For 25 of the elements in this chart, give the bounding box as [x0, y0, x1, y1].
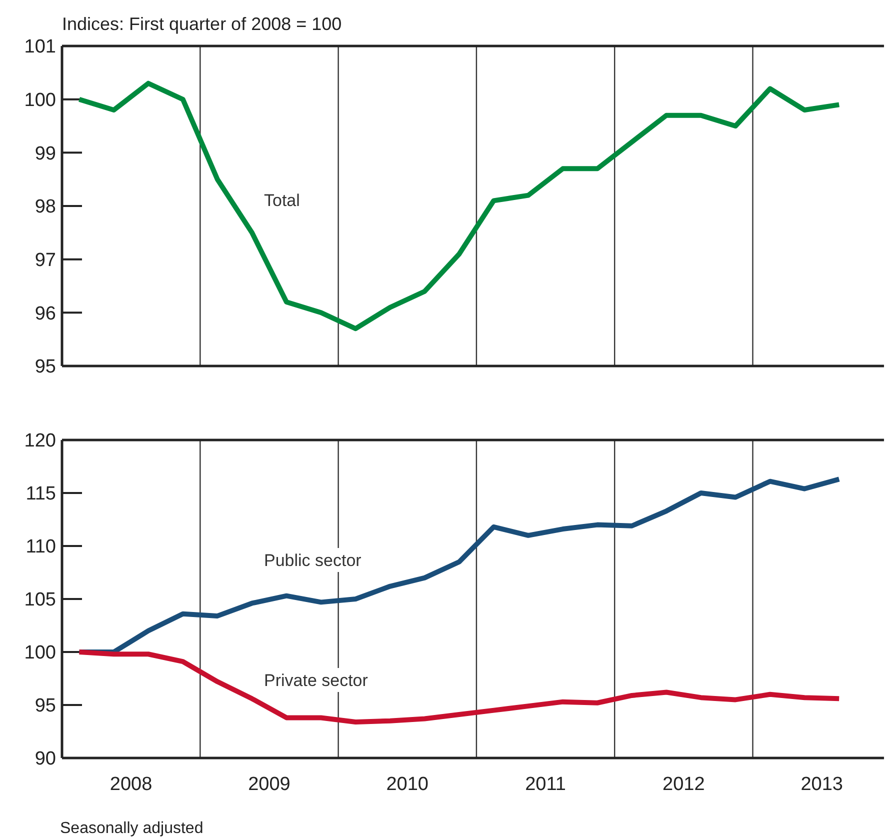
y-tick-label: 115 [26, 484, 56, 505]
x-tick-label: 2013 [800, 774, 843, 795]
y-tick-label: 110 [26, 536, 56, 558]
y-tick-label: 95 [34, 696, 56, 717]
text: Seasonally adjusted [60, 820, 204, 837]
x-tick-label: 2010 [386, 774, 429, 795]
y-tick-label: 105 [24, 590, 56, 611]
series-label: Public sector [264, 551, 362, 570]
y-tick-label: 90 [34, 748, 56, 770]
y-tick-label: 96 [34, 303, 56, 324]
y-tick-label: 100 [24, 642, 56, 664]
y-tick-label: 98 [34, 196, 56, 218]
x-tick-label: 2009 [248, 774, 290, 795]
y-tick-label: 95 [34, 356, 56, 378]
y-tick-label: 101 [24, 36, 56, 58]
series-label: Total [264, 191, 300, 210]
y-axis-title: Indices: First quarter of 2008 = 100 [62, 14, 342, 34]
y-tick-label: 100 [24, 90, 56, 111]
series-label: Private sector [264, 671, 368, 690]
x-tick-label: 2011 [525, 774, 566, 795]
y-tick-label: 97 [34, 250, 56, 271]
y-tick-label: 120 [24, 430, 56, 452]
x-tick-label: 2012 [662, 774, 705, 795]
x-tick-label: 2008 [110, 774, 152, 795]
y-tick-label: 99 [34, 143, 56, 164]
